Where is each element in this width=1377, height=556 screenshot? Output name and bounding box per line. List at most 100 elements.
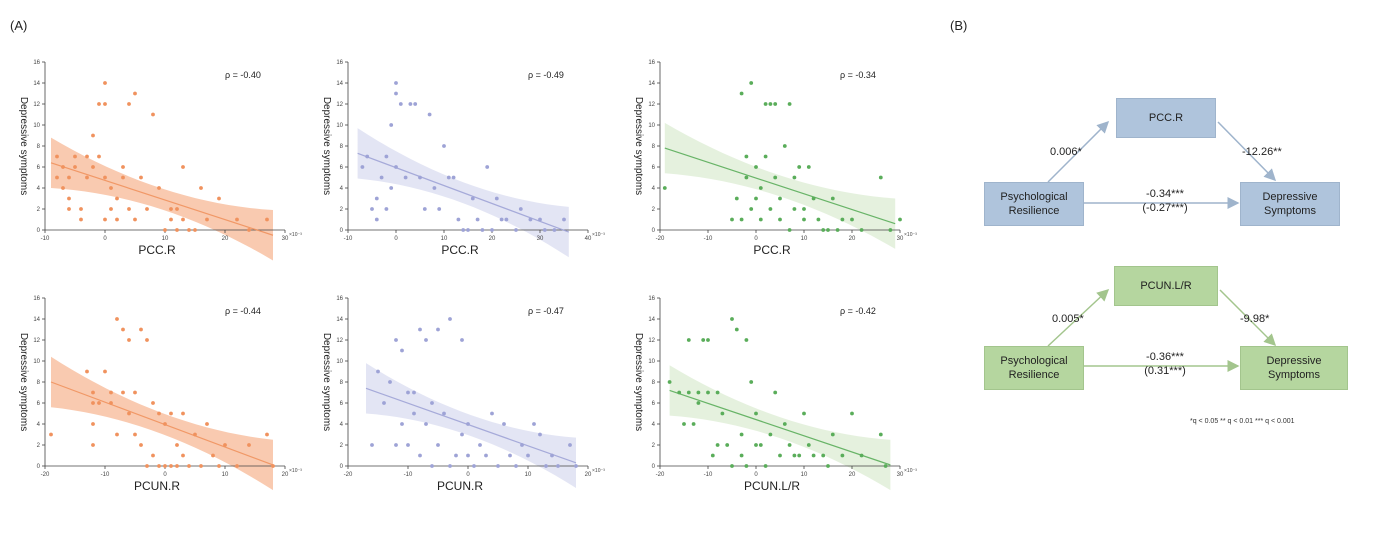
data-point <box>451 175 456 180</box>
data-point <box>763 102 768 106</box>
coef-top-c: -0.34*** (-0.27***) <box>1120 187 1210 215</box>
data-point <box>394 338 398 342</box>
data-point <box>406 443 410 447</box>
data-point <box>763 154 768 159</box>
data-point <box>394 165 398 169</box>
data-point <box>109 401 113 405</box>
data-point <box>418 327 422 332</box>
data-point <box>389 186 394 190</box>
data-point <box>478 443 482 447</box>
y-tick-label: 2 <box>652 207 656 213</box>
x-tick-label: -20 <box>344 472 353 478</box>
y-tick-label: 14 <box>33 317 40 323</box>
data-point <box>725 443 730 447</box>
x-axis-label: PCUN.R <box>437 479 483 493</box>
x-tick-label: -20 <box>41 472 50 478</box>
x-axis-label: PCUN.L/R <box>744 479 800 493</box>
mediation-arrows <box>1047 120 1277 372</box>
scatter-plot-pcun-1: 0 2 4 6 8 10 12 14 16 -20 -10 0 10 20×10⁻³ ρ = -0.44 PC… <box>18 296 302 493</box>
data-point <box>181 411 185 416</box>
coef-bottom-c-direct: (0.31***) <box>1144 365 1186 377</box>
data-point <box>145 207 149 211</box>
x-tick-label: -10 <box>101 472 110 478</box>
data-point <box>787 102 792 106</box>
y-tick-label: 2 <box>37 443 41 449</box>
y-tick-label: 12 <box>33 338 40 344</box>
data-point <box>235 217 239 222</box>
x-axis-label: PCC.R <box>753 243 791 257</box>
y-tick-label: 14 <box>648 81 655 87</box>
data-point <box>830 432 835 437</box>
data-point <box>792 453 797 458</box>
data-point <box>247 228 251 232</box>
data-point <box>127 411 131 416</box>
data-point <box>754 165 758 169</box>
rho-label: ρ = -0.44 <box>225 306 261 316</box>
data-point <box>787 443 792 447</box>
data-point <box>384 207 389 211</box>
data-point <box>667 380 672 384</box>
x-tick-label: 10 <box>222 472 229 478</box>
data-point <box>448 464 452 468</box>
y-tick-label: 14 <box>336 81 343 87</box>
data-point <box>802 217 806 222</box>
predictor-box-bottom: Psychological Resilience <box>984 346 1084 390</box>
data-point <box>797 165 802 169</box>
data-point <box>424 422 428 426</box>
data-point <box>403 175 408 180</box>
data-point <box>265 217 269 222</box>
data-point <box>442 144 446 148</box>
y-tick-label: 4 <box>652 186 656 192</box>
data-point <box>151 453 155 458</box>
coef-bottom-c-total: -0.36*** <box>1146 351 1184 363</box>
rho-label: ρ = -0.47 <box>528 306 564 316</box>
y-tick-label: 6 <box>340 165 344 171</box>
y-tick-label: 16 <box>336 60 343 66</box>
data-point <box>91 390 95 395</box>
data-point <box>418 175 422 180</box>
data-point <box>538 217 542 222</box>
data-point <box>169 411 173 416</box>
data-point <box>157 411 161 416</box>
data-point <box>701 338 706 342</box>
data-point <box>205 422 209 426</box>
data-point <box>778 196 782 201</box>
data-point <box>370 207 374 211</box>
data-point <box>374 196 379 201</box>
y-tick-label: 2 <box>652 443 656 449</box>
x-tick-label: 20 <box>489 236 496 242</box>
data-point <box>562 217 566 222</box>
outcome-box-top: Depressive Symptoms <box>1240 182 1340 226</box>
x-tick-label: -20 <box>656 236 665 242</box>
data-point <box>193 432 197 437</box>
y-tick-label: 8 <box>37 380 41 386</box>
y-tick-label: 6 <box>37 401 41 407</box>
data-point <box>470 196 475 201</box>
data-point <box>749 81 754 85</box>
data-point <box>763 464 768 468</box>
y-tick-label: 10 <box>33 359 40 365</box>
data-point <box>436 327 440 332</box>
x-scale-exponent: ×10⁻³ <box>592 232 605 238</box>
y-tick-label: 0 <box>340 464 344 470</box>
data-point <box>91 133 95 138</box>
arrow-bottom-a <box>1047 288 1110 347</box>
data-point <box>758 186 763 190</box>
x-tick-label: 0 <box>394 236 398 242</box>
data-point <box>85 175 89 180</box>
x-tick-label: -20 <box>656 472 665 478</box>
y-tick-label: 2 <box>37 207 41 213</box>
y-tick-label: 8 <box>340 380 344 386</box>
data-point <box>544 464 548 468</box>
data-point <box>520 443 524 447</box>
data-point <box>734 196 739 201</box>
rho-label: ρ = -0.34 <box>840 70 876 80</box>
data-point <box>830 196 835 201</box>
data-point <box>424 338 428 342</box>
x-scale-exponent: ×10⁻³ <box>904 468 917 474</box>
data-point <box>79 217 83 222</box>
data-point <box>103 369 107 374</box>
data-point <box>821 453 826 458</box>
y-tick-label: 6 <box>37 165 41 171</box>
